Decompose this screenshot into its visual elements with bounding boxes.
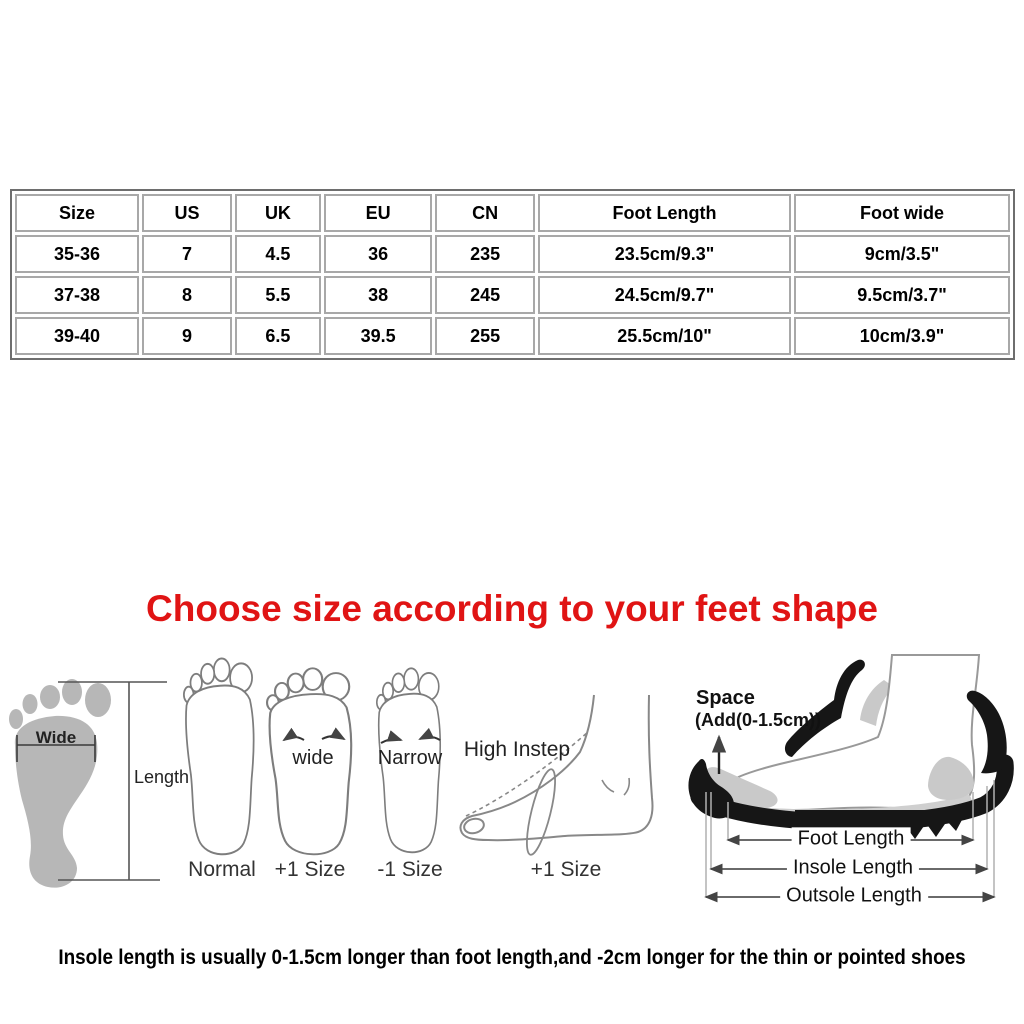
wide-arrow-left (282, 727, 305, 742)
insole-length-label: Insole Length (786, 856, 920, 880)
table-cell: 23.5cm/9.3" (538, 235, 792, 273)
page-title: Choose size according to your feet shape (146, 588, 878, 629)
table-cell: 36 (323, 235, 433, 273)
column-header-size: Size (15, 194, 140, 232)
narrow-foot-label: Narrow (377, 747, 443, 769)
footnote-text: Insole length is usually 0-1.5cm longer … (58, 946, 966, 969)
footprint-wide-label: Wide (35, 728, 77, 747)
table-cell: 235 (435, 235, 535, 273)
column-header-foot-length: Foot Length (538, 194, 792, 232)
wide-caption: +1 Size (274, 858, 346, 881)
table-cell: 38 (323, 276, 433, 314)
column-header-us: US (142, 194, 232, 232)
wide-foot-label: wide (292, 747, 334, 769)
table-cell: 4.5 (234, 235, 321, 273)
space-note: (Add(0-1.5cm)) (695, 710, 822, 730)
normal-foot-graphic (182, 657, 255, 856)
table-cell: 6.5 (234, 317, 321, 355)
table-cell: 39-40 (15, 317, 140, 355)
table-cell: 9 (142, 317, 232, 355)
normal-caption: Normal (188, 858, 256, 881)
table-header-row: Size US UK EU CN Foot Length Foot wide (15, 194, 1010, 232)
table-cell: 24.5cm/9.7" (538, 276, 792, 314)
shoe-cross-section-graphic (688, 654, 1014, 903)
high-instep-caption: +1 Size (530, 858, 602, 881)
table-row: 39-40 9 6.5 39.5 255 25.5cm/10" 10cm/3.9… (15, 317, 1010, 355)
column-header-foot-wide: Foot wide (794, 194, 1010, 232)
column-header-cn: CN (435, 194, 535, 232)
table-cell: 35-36 (15, 235, 140, 273)
length-measure-lines (58, 681, 167, 881)
table-cell: 9.5cm/3.7" (794, 276, 1010, 314)
size-conversion-table: Size US UK EU CN Foot Length Foot wide 3… (10, 189, 1015, 360)
footprint-length-label: Length (134, 767, 190, 787)
high-instep-label: High Instep (463, 738, 571, 761)
table-cell: 37-38 (15, 276, 140, 314)
narrow-arrow-left (380, 730, 403, 744)
table-row: 37-38 8 5.5 38 245 24.5cm/9.7" 9.5cm/3.7… (15, 276, 1010, 314)
table-cell: 25.5cm/10" (538, 317, 792, 355)
footprint-graphic (9, 679, 167, 888)
column-header-uk: UK (234, 194, 321, 232)
feet-diagram-graphic (9, 654, 1014, 903)
table-cell: 8 (142, 276, 232, 314)
narrow-caption: -1 Size (377, 858, 443, 881)
table-cell: 255 (435, 317, 535, 355)
table-cell: 5.5 (234, 276, 321, 314)
narrow-arrow-right (418, 727, 441, 741)
table-cell: 245 (435, 276, 535, 314)
high-instep-graphic (459, 694, 654, 856)
foot-length-label: Foot Length (791, 827, 911, 851)
wide-measure-line (16, 735, 96, 762)
table-cell: 7 (142, 235, 232, 273)
table-cell: 10cm/3.9" (794, 317, 1010, 355)
wide-arrow-right (321, 727, 346, 740)
table-cell: 9cm/3.5" (794, 235, 1010, 273)
space-label: Space (696, 687, 755, 709)
outsole-length-label: Outsole Length (780, 884, 928, 908)
collar-pad (860, 680, 894, 726)
table-row: 35-36 7 4.5 36 235 23.5cm/9.3" 9cm/3.5" (15, 235, 1010, 273)
table-cell: 39.5 (323, 317, 433, 355)
column-header-eu: EU (323, 194, 433, 232)
